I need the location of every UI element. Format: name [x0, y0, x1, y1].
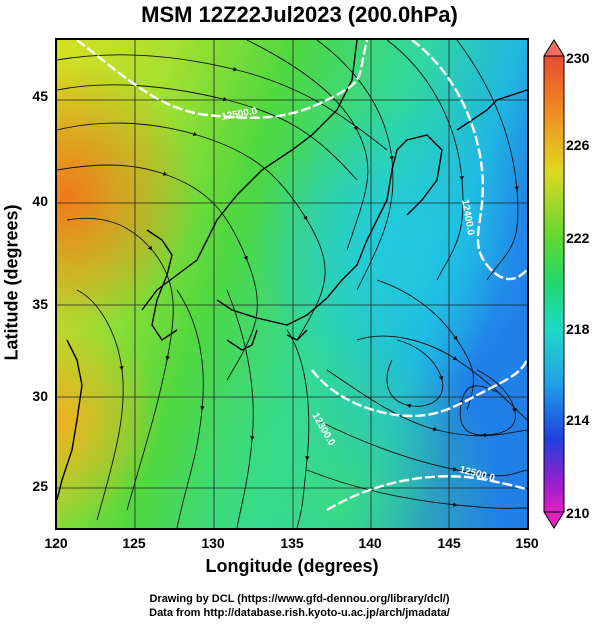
- colorbar-tick-218: 218: [566, 321, 590, 337]
- colorbar-tick-226: 226: [566, 137, 590, 153]
- colorbar-tick-210: 210: [566, 505, 590, 521]
- x-axis-label: Longitude (degrees): [205, 556, 379, 576]
- geopotential-contours: [76, 40, 527, 512]
- ytick-35: 35: [32, 296, 48, 312]
- colorbar-top-arrow: [543, 39, 565, 57]
- map-canvas: 12500.0 12400.0 12300.0 12500.0: [57, 40, 527, 528]
- xtick-120: 120: [44, 535, 68, 551]
- y-axis-label: Latitude (degrees): [1, 204, 22, 361]
- ytick-45: 45: [32, 88, 48, 104]
- map-plot-area: 12500.0 12400.0 12300.0 12500.0: [55, 38, 529, 530]
- colorbar-bottom-arrow: [543, 511, 565, 529]
- xtick-130: 130: [201, 535, 225, 551]
- streamlines: [57, 40, 527, 528]
- colorbar-tick-214: 214: [566, 412, 590, 428]
- xtick-140: 140: [358, 535, 382, 551]
- ytick-30: 30: [32, 388, 48, 404]
- map-title: MSM 12Z22Jul2023 (200.0hPa): [141, 2, 458, 27]
- footer-credit-data: Data from http://database.rish.kyoto-u.a…: [149, 607, 450, 619]
- colorbar-tick-230: 230: [566, 50, 590, 66]
- xtick-145: 145: [437, 535, 461, 551]
- colorbar: [543, 39, 565, 529]
- ytick-40: 40: [32, 193, 48, 209]
- ytick-25: 25: [32, 478, 48, 494]
- colorbar-scale: [543, 55, 565, 513]
- xtick-135: 135: [280, 535, 304, 551]
- xtick-150: 150: [515, 535, 539, 551]
- colorbar-tick-222: 222: [566, 230, 590, 246]
- footer-credit-dcl: Drawing by DCL (https://www.gfd-dennou.o…: [149, 593, 450, 605]
- xtick-125: 125: [122, 535, 146, 551]
- coastlines: [57, 40, 527, 501]
